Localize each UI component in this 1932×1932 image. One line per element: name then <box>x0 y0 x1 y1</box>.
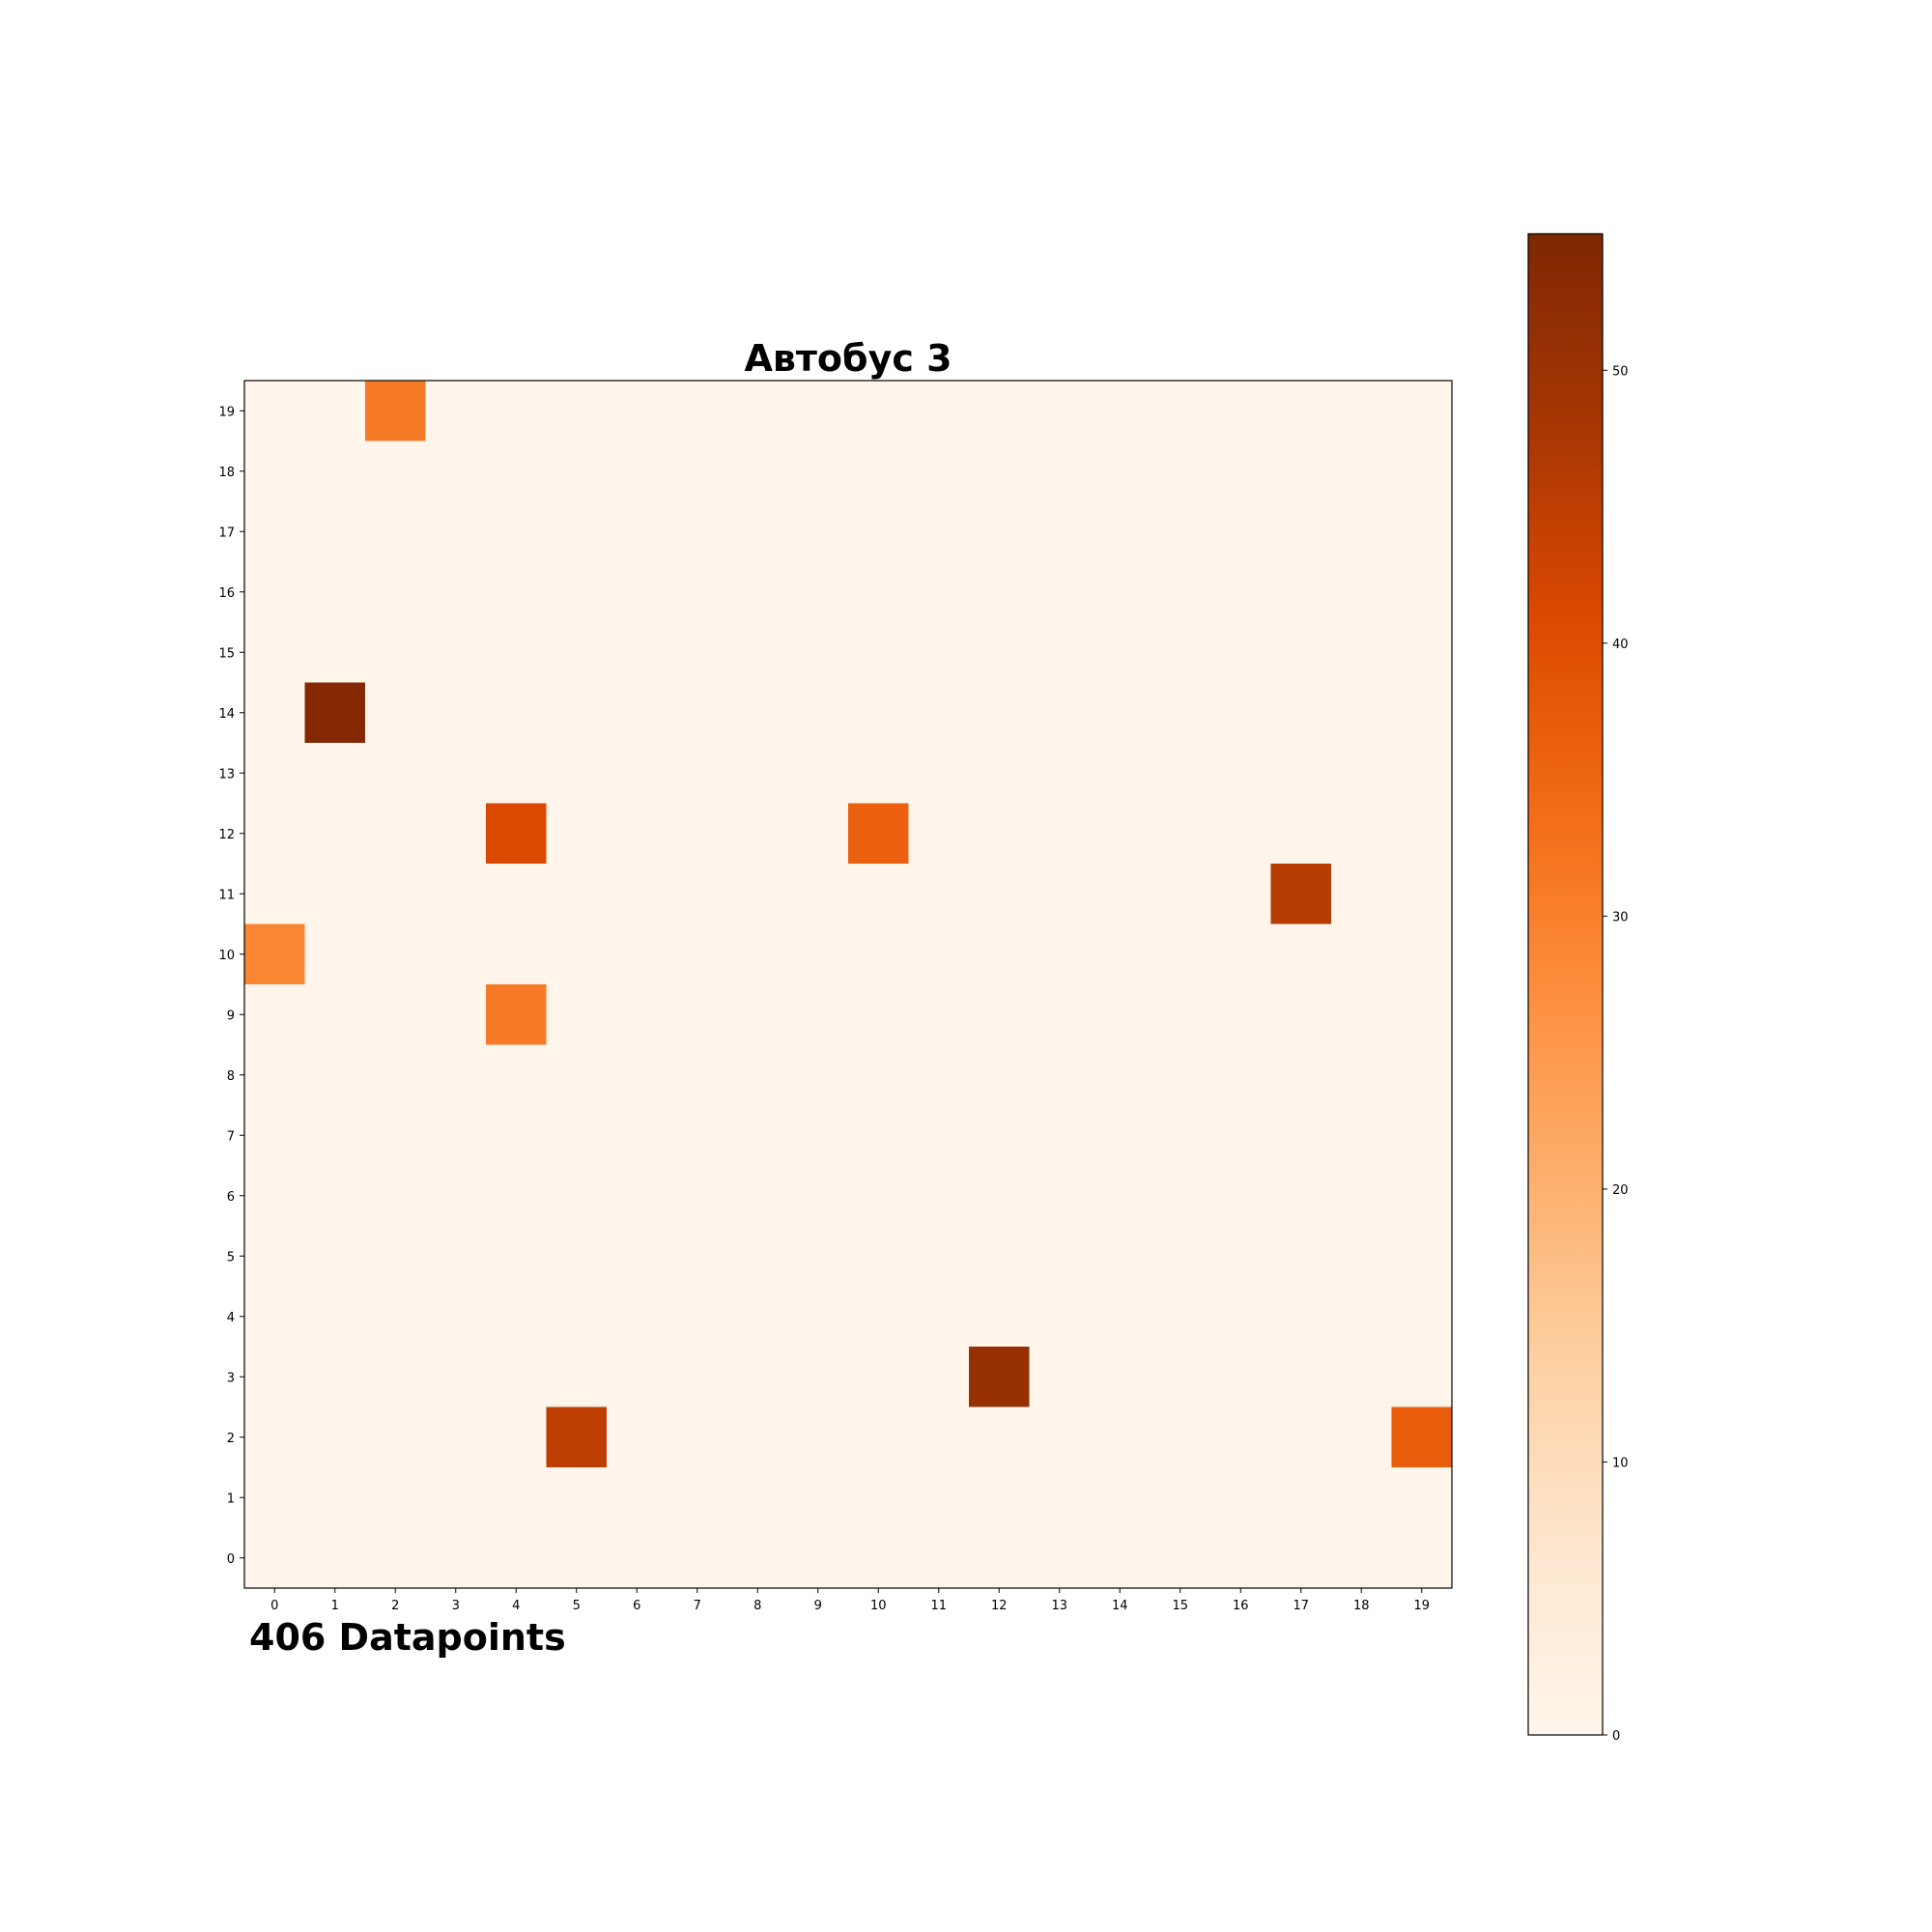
heatmap-cell <box>1391 1406 1452 1467</box>
y-tick-label: 8 <box>227 1069 235 1084</box>
y-tick-label: 18 <box>218 466 235 480</box>
x-tick-label: 1 <box>331 1599 339 1613</box>
y-tick-label: 2 <box>227 1432 235 1446</box>
heatmap-plot-area <box>244 381 1452 1588</box>
x-tick-label: 12 <box>991 1599 1008 1613</box>
x-tick-label: 18 <box>1353 1599 1370 1613</box>
y-tick-label: 12 <box>218 828 235 842</box>
colorbar-tick-label: 20 <box>1612 1183 1629 1198</box>
colorbar-tick-label: 40 <box>1612 638 1629 652</box>
heatmap-cell <box>486 984 547 1045</box>
x-tick-label: 0 <box>270 1599 278 1613</box>
y-tick-label: 3 <box>227 1371 235 1385</box>
y-tick-label: 19 <box>218 405 235 419</box>
x-tick-label: 17 <box>1293 1599 1309 1613</box>
x-tick-label: 19 <box>1413 1599 1430 1613</box>
y-tick-label: 5 <box>227 1250 235 1264</box>
y-tick-label: 9 <box>227 1009 235 1023</box>
y-tick-label: 13 <box>218 767 235 781</box>
x-tick-label: 4 <box>512 1599 520 1613</box>
heatmap-cell <box>969 1347 1030 1407</box>
y-tick-label: 7 <box>227 1129 235 1144</box>
x-tick-label: 16 <box>1233 1599 1249 1613</box>
x-tick-label: 3 <box>452 1599 460 1613</box>
chart-title: Автобус 3 <box>744 337 952 380</box>
heatmap-cell <box>848 803 909 864</box>
x-tick-label: 15 <box>1172 1599 1188 1613</box>
y-tick-label: 1 <box>227 1492 235 1506</box>
colorbar-axis: 0 10 20 30 40 50 <box>1603 364 1629 1744</box>
x-tick-label: 9 <box>814 1599 822 1613</box>
heatmap-cell <box>486 803 547 864</box>
colorbar <box>1527 233 1604 1736</box>
y-tick-label: 16 <box>218 586 235 601</box>
heatmap-cell <box>1270 864 1331 924</box>
x-tick-label: 11 <box>930 1599 947 1613</box>
datapoints-annotation: 406 Datapoints <box>249 1616 566 1659</box>
x-tick-label: 6 <box>633 1599 640 1613</box>
x-tick-label: 13 <box>1051 1599 1067 1613</box>
y-tick-label: 17 <box>218 526 235 540</box>
heatmap-cell <box>244 923 305 984</box>
x-tick-label: 5 <box>573 1599 581 1613</box>
heatmap-cell <box>546 1406 607 1467</box>
heatmap-background <box>244 381 1452 1588</box>
colorbar-tick-label: 10 <box>1612 1456 1629 1470</box>
x-tick-label: 14 <box>1112 1599 1128 1613</box>
y-tick-label: 4 <box>227 1311 235 1325</box>
x-tick-label: 8 <box>753 1599 761 1613</box>
y-tick-label: 6 <box>227 1190 235 1205</box>
heatmap-cell <box>365 381 426 441</box>
plot-frame <box>243 380 1453 1589</box>
colorbar-tick-label: 0 <box>1612 1729 1620 1744</box>
y-tick-label: 15 <box>218 646 235 661</box>
colorbar-tick-label: 50 <box>1612 364 1629 379</box>
x-tick-label: 2 <box>391 1599 399 1613</box>
y-tick-label: 10 <box>218 949 235 963</box>
x-tick-label: 10 <box>870 1599 887 1613</box>
y-tick-label: 14 <box>218 707 235 722</box>
colorbar-tick-label: 30 <box>1612 910 1629 924</box>
heatmap-cell <box>304 682 365 743</box>
y-tick-label: 0 <box>227 1552 235 1567</box>
y-tick-label: 11 <box>218 888 235 902</box>
x-axis: 0 1 2 3 4 5 6 7 8 9 10 11 12 13 14 15 16 17 18 19 <box>270 1588 1430 1613</box>
x-tick-label: 7 <box>694 1599 701 1613</box>
